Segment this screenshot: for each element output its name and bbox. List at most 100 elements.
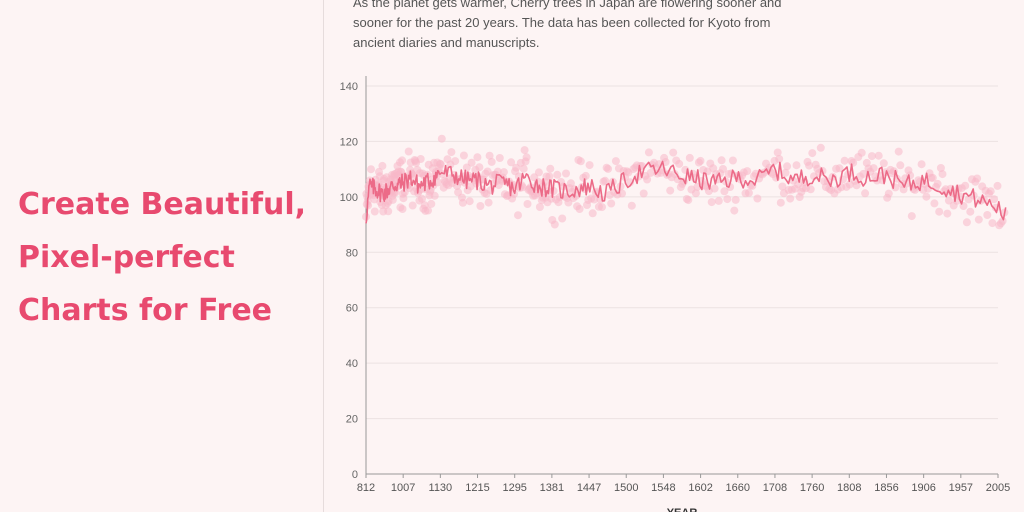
scatter-point: [626, 178, 635, 187]
scatter-point: [720, 187, 729, 196]
scatter-point: [840, 156, 849, 165]
x-tick-label-1906: 1906: [911, 482, 935, 494]
scatter-point: [988, 219, 997, 228]
scatter-point: [917, 160, 926, 169]
scatter-point: [611, 157, 620, 166]
x-tick-label-1856: 1856: [874, 482, 898, 494]
scatter-point: [933, 179, 942, 188]
scatter-point: [566, 179, 575, 188]
scatter-point: [675, 159, 684, 168]
scatter-point: [861, 189, 870, 198]
scatter-point: [730, 206, 739, 215]
scatter-point: [522, 153, 531, 162]
scatter-point: [874, 151, 883, 160]
x-tick-label-1215: 1215: [465, 482, 489, 494]
scatter-point: [857, 148, 866, 157]
scatter-point: [571, 191, 580, 200]
scatter-point: [930, 199, 939, 208]
y-tick-label-60: 60: [346, 303, 358, 315]
x-tick-label-1957: 1957: [949, 482, 973, 494]
x-tick-label-1602: 1602: [688, 482, 712, 494]
y-tick-label-80: 80: [346, 247, 358, 259]
scatter-point: [859, 169, 868, 178]
scatter-point: [473, 153, 482, 162]
scatter-point: [719, 165, 727, 173]
scatter-point: [436, 160, 445, 169]
scatter-point: [484, 198, 493, 207]
scatter-point: [773, 148, 782, 157]
scatter-point: [714, 196, 723, 205]
scatter-point: [545, 172, 554, 181]
scatter-point: [427, 199, 436, 208]
scatter-point: [575, 205, 584, 213]
y-tick-label-40: 40: [346, 358, 358, 370]
scatter-point: [643, 175, 652, 184]
y-tick-label-120: 120: [340, 136, 358, 148]
scatter-point: [534, 168, 543, 177]
scatter-point: [447, 148, 456, 157]
scatter-point: [585, 161, 594, 170]
scatter-point: [437, 134, 446, 143]
scatter-point: [805, 161, 814, 170]
scatter-point: [962, 218, 971, 227]
scatter-point: [519, 164, 528, 173]
scatter-point: [935, 207, 944, 216]
scatter-point: [669, 148, 678, 157]
x-tick-label-2005: 2005: [986, 482, 1010, 494]
scatter-point: [993, 181, 1002, 190]
scatter-point: [938, 170, 947, 179]
headline: Create Beautiful, Pixel-perfect Charts f…: [18, 178, 318, 337]
scatter-point: [378, 161, 387, 170]
scatter-point: [744, 188, 753, 197]
x-tick-label-1548: 1548: [651, 482, 675, 494]
scatter-point: [776, 198, 785, 207]
scatter-point: [983, 211, 992, 219]
moving-average-line: [365, 160, 1007, 224]
scatter-point: [553, 170, 562, 179]
scatter-point: [806, 185, 815, 194]
x-tick-label-812: 812: [357, 482, 375, 494]
scatter-point: [884, 189, 893, 198]
scatter-point: [775, 155, 784, 163]
scatter-point: [370, 207, 379, 216]
headline-line-2: Pixel-perfect: [18, 240, 235, 275]
scatter-point: [507, 158, 516, 167]
panel-divider: [323, 0, 324, 512]
scatter-point: [922, 192, 931, 201]
scatter-point: [685, 153, 694, 162]
scatter-point: [974, 215, 983, 224]
scatter-point: [601, 176, 610, 185]
scatter-point: [514, 211, 522, 220]
scatter-point: [717, 156, 726, 165]
scatter-point: [646, 168, 655, 177]
scatter-point: [430, 191, 439, 200]
scatter-point: [562, 169, 570, 178]
scatter-point: [998, 217, 1007, 225]
y-tick-label-0: 0: [352, 469, 358, 481]
scatter-point: [550, 220, 559, 229]
scatter-point: [928, 173, 937, 182]
scatter-point: [731, 195, 740, 204]
scatter-point: [627, 201, 636, 210]
scatter-point: [808, 149, 817, 158]
scatter-point: [510, 189, 519, 198]
scatter-point: [388, 195, 397, 204]
x-tick-label-1381: 1381: [540, 482, 564, 494]
scatter-point: [451, 157, 460, 166]
x-tick-label-1708: 1708: [763, 482, 787, 494]
scatter-point: [493, 167, 502, 176]
scatter-point: [476, 202, 485, 210]
scatter-point: [707, 198, 716, 207]
scatter-point: [894, 147, 903, 156]
scatter-point: [558, 214, 567, 223]
scatter-point: [990, 195, 999, 204]
scatter-point: [691, 189, 700, 198]
scatter-point: [684, 196, 693, 205]
scatter-point: [644, 148, 653, 157]
headline-line-1: Create Beautiful,: [18, 187, 307, 222]
scatter-point: [546, 164, 555, 173]
scatter-point: [835, 164, 844, 173]
x-tick-label-1808: 1808: [837, 482, 861, 494]
scatter-point: [384, 207, 393, 216]
scatter-point: [944, 196, 953, 205]
